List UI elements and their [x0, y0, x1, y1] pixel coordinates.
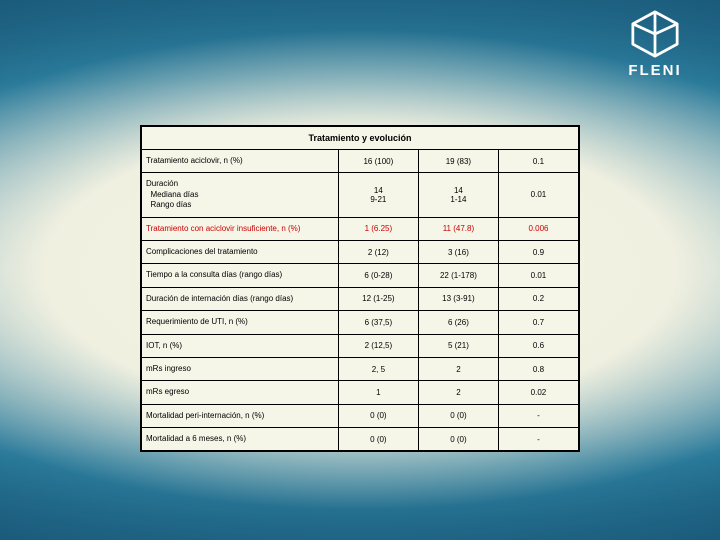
row-col1: 2 (12,5) [338, 334, 418, 357]
row-col3: 0.9 [498, 240, 578, 263]
row-label: Tiempo a la consulta días (rango días) [142, 264, 339, 287]
brand-logo: FLENI [610, 10, 700, 79]
row-col2: 5 (21) [418, 334, 498, 357]
row-col3: 0.02 [498, 381, 578, 404]
treatment-table: Tratamiento y evolución Tratamiento acic… [140, 125, 580, 452]
row-label: IOT, n (%) [142, 334, 339, 357]
row-col2: 2 [418, 381, 498, 404]
row-col3: 0.01 [498, 264, 578, 287]
row-col2: 2 [418, 357, 498, 380]
table-row: Duración Mediana días Rango días149-2114… [142, 173, 579, 217]
row-col1: 1 [338, 381, 418, 404]
row-col3: 0.006 [498, 217, 578, 240]
row-label: Mortalidad peri-internación, n (%) [142, 404, 339, 427]
row-col3: - [498, 428, 578, 451]
row-col1: 2, 5 [338, 357, 418, 380]
row-col3: 0.01 [498, 173, 578, 217]
row-label: Duración de internación días (rango días… [142, 287, 339, 310]
row-col2: 11 (47.8) [418, 217, 498, 240]
row-col1: 16 (100) [338, 150, 418, 173]
table-row: mRs egreso120.02 [142, 381, 579, 404]
row-col2: 22 (1-178) [418, 264, 498, 287]
table-row: Tratamiento aciclovir, n (%)16 (100)19 (… [142, 150, 579, 173]
table-row: Tiempo a la consulta días (rango días)6 … [142, 264, 579, 287]
row-label: Requerimiento de UTI, n (%) [142, 311, 339, 334]
row-col1: 2 (12) [338, 240, 418, 263]
table-row: mRs ingreso2, 520.8 [142, 357, 579, 380]
row-label: Tratamiento con aciclovir insuficiente, … [142, 217, 339, 240]
row-col3: - [498, 404, 578, 427]
row-col2: 0 (0) [418, 404, 498, 427]
row-col3: 0.1 [498, 150, 578, 173]
table-row: Duración de internación días (rango días… [142, 287, 579, 310]
table-row: Complicaciones del tratamiento2 (12)3 (1… [142, 240, 579, 263]
row-col2: 6 (26) [418, 311, 498, 334]
row-col1: 149-21 [338, 173, 418, 217]
fleni-logo-icon [626, 10, 684, 58]
row-col2: 0 (0) [418, 428, 498, 451]
row-col1: 6 (0-28) [338, 264, 418, 287]
table-row: Requerimiento de UTI, n (%)6 (37,5)6 (26… [142, 311, 579, 334]
table-row: IOT, n (%)2 (12,5)5 (21)0.6 [142, 334, 579, 357]
row-col2: 19 (83) [418, 150, 498, 173]
row-col1: 0 (0) [338, 404, 418, 427]
row-col3: 0.7 [498, 311, 578, 334]
table-row: Mortalidad peri-internación, n (%)0 (0)0… [142, 404, 579, 427]
row-col1: 0 (0) [338, 428, 418, 451]
row-col1: 6 (37,5) [338, 311, 418, 334]
row-col3: 0.8 [498, 357, 578, 380]
table-row: Mortalidad a 6 meses, n (%)0 (0)0 (0)- [142, 428, 579, 451]
brand-name: FLENI [610, 62, 700, 79]
row-label: mRs ingreso [142, 357, 339, 380]
row-label: Tratamiento aciclovir, n (%) [142, 150, 339, 173]
row-col3: 0.6 [498, 334, 578, 357]
data-table: Tratamiento y evolución Tratamiento acic… [141, 126, 579, 451]
row-col2: 13 (3-91) [418, 287, 498, 310]
table-title: Tratamiento y evolución [142, 127, 579, 150]
table-row: Tratamiento con aciclovir insuficiente, … [142, 217, 579, 240]
row-label: Complicaciones del tratamiento [142, 240, 339, 263]
row-col2: 141-14 [418, 173, 498, 217]
row-label: mRs egreso [142, 381, 339, 404]
row-col3: 0.2 [498, 287, 578, 310]
row-label: Duración Mediana días Rango días [142, 173, 339, 217]
row-label: Mortalidad a 6 meses, n (%) [142, 428, 339, 451]
row-col1: 1 (6.25) [338, 217, 418, 240]
row-col2: 3 (16) [418, 240, 498, 263]
row-col1: 12 (1-25) [338, 287, 418, 310]
